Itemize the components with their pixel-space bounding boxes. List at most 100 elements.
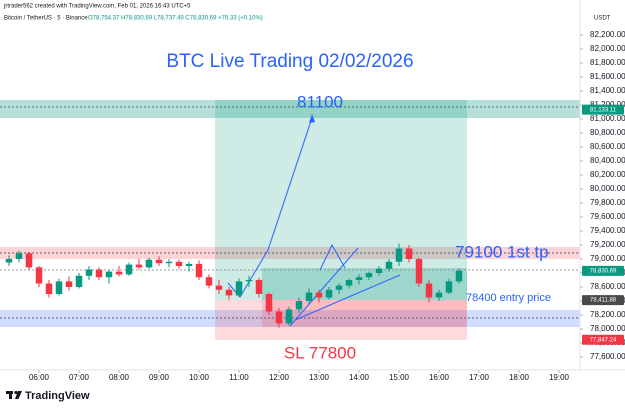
candle-body [105, 271, 113, 278]
candle-body [275, 311, 283, 324]
x-tick-label: 06:00 [29, 373, 50, 382]
y-tick-label: 79,800.00 [590, 198, 625, 207]
entry-label: 78400 entry price [466, 292, 551, 304]
x-tick-label: 17:00 [469, 373, 490, 382]
price-tag [582, 295, 624, 306]
candle-body [345, 280, 353, 286]
candle-body [395, 248, 403, 262]
x-tick-label: 09:00 [149, 373, 170, 382]
candle-body [45, 283, 53, 294]
price-tag [582, 104, 624, 115]
candle-body [325, 289, 333, 298]
ohlc: O78,754.37 H78,830.69 L78,737.49 C78,830… [88, 16, 263, 22]
y-tick-label: 79,600.00 [590, 212, 625, 221]
y-tick-label: 82,200.00 [590, 30, 625, 39]
candle-body [385, 261, 393, 269]
y-tick-label: 79,400.00 [590, 226, 625, 235]
candle-body [235, 281, 243, 296]
symbol: Bitcoin / TetherUS · 5 · Binance [4, 16, 88, 22]
candle-body [85, 269, 93, 276]
y-tick-label: 81,000.00 [590, 114, 625, 123]
arrow [319, 243, 346, 271]
profit-box [215, 100, 467, 300]
x-tick-label: 19:00 [549, 373, 570, 382]
y-tick-label: 82,000.00 [590, 44, 625, 53]
price-tag [582, 334, 624, 345]
target-label: 81100 [297, 92, 343, 111]
candle-body [205, 277, 213, 286]
y-tick-label: 80,800.00 [590, 128, 625, 137]
candle-body [175, 261, 183, 266]
candle-body [255, 280, 263, 294]
candle-body [375, 268, 383, 273]
candle-body [245, 280, 253, 282]
x-tick-label: 14:00 [349, 373, 370, 382]
drawings [0, 100, 580, 340]
profit-fill [262, 268, 467, 300]
y-tick-label: 81,200.00 [590, 100, 625, 109]
y-tick-label: 80,400.00 [590, 156, 625, 165]
candle-body [55, 281, 63, 294]
y-tick-label: 80,200.00 [590, 170, 625, 179]
title: BTC Live Trading 02/02/2026 [166, 51, 413, 72]
price-tag-label: 81,133.11 [590, 107, 617, 113]
y-tick-label: 79,200.00 [590, 240, 625, 249]
y-tick-label: 80,600.00 [590, 142, 625, 151]
candle-body [125, 264, 133, 275]
candle-body [135, 264, 143, 268]
price-tag [582, 265, 624, 276]
candle-body [405, 248, 413, 259]
x-tick-label: 13:00 [309, 373, 330, 382]
candle-body [315, 292, 323, 298]
candle-body [215, 285, 223, 290]
x-tick-label: 16:00 [429, 373, 450, 382]
candle-body [285, 309, 293, 324]
candle-body [95, 269, 103, 278]
price-axis [580, 0, 625, 370]
arrow [227, 249, 269, 298]
logo-part [9, 391, 12, 399]
x-tick-label: 15:00 [389, 373, 410, 382]
y-tick-label: 78,000.00 [590, 324, 625, 333]
arrowhead [309, 114, 315, 123]
brand: TradingView [25, 390, 90, 402]
candle-body [35, 267, 43, 284]
price-tag-label: 78,830.69 [590, 268, 617, 274]
price-tag-label: 78,411.88 [590, 298, 617, 304]
price-tag-label: 77,847.24 [590, 337, 617, 343]
currency: USDT [594, 16, 611, 22]
y-tick-label: 79,000.00 [590, 254, 625, 263]
candle-body [305, 292, 313, 301]
candle-body [415, 259, 423, 284]
candle-body [65, 281, 73, 287]
candle-body [445, 281, 453, 293]
sl-label: SL 77800 [284, 343, 356, 362]
annotations: BTC Live Trading 02/02/2026 81100 79100 … [166, 51, 551, 362]
candle-body [115, 271, 123, 275]
x-tick-label: 11:00 [229, 373, 249, 382]
logo-part [14, 390, 18, 395]
x-tick-label: 07:00 [69, 373, 90, 382]
candle-body [225, 289, 233, 296]
header: jrtrader562 created with TradingView.com… [3, 4, 191, 10]
y-tick-label: 81,400.00 [590, 86, 625, 95]
x-tick-label: 08:00 [109, 373, 130, 382]
candle-body [455, 270, 463, 282]
candle-body [365, 273, 373, 278]
candle-body [295, 301, 303, 310]
arrow [267, 117, 313, 251]
logo: TradingView [6, 390, 90, 402]
candle-body [75, 275, 83, 287]
candle-body [165, 261, 173, 264]
candle-body [435, 292, 443, 298]
candle-body [155, 259, 163, 264]
x-tick-label: 10:00 [189, 373, 210, 382]
trend-line [294, 274, 401, 321]
x-tick-label: 18:00 [509, 373, 530, 382]
arrow [289, 247, 359, 327]
x-tick-label: 12:00 [269, 373, 290, 382]
candle-body [5, 259, 13, 263]
candle-body [145, 259, 153, 268]
